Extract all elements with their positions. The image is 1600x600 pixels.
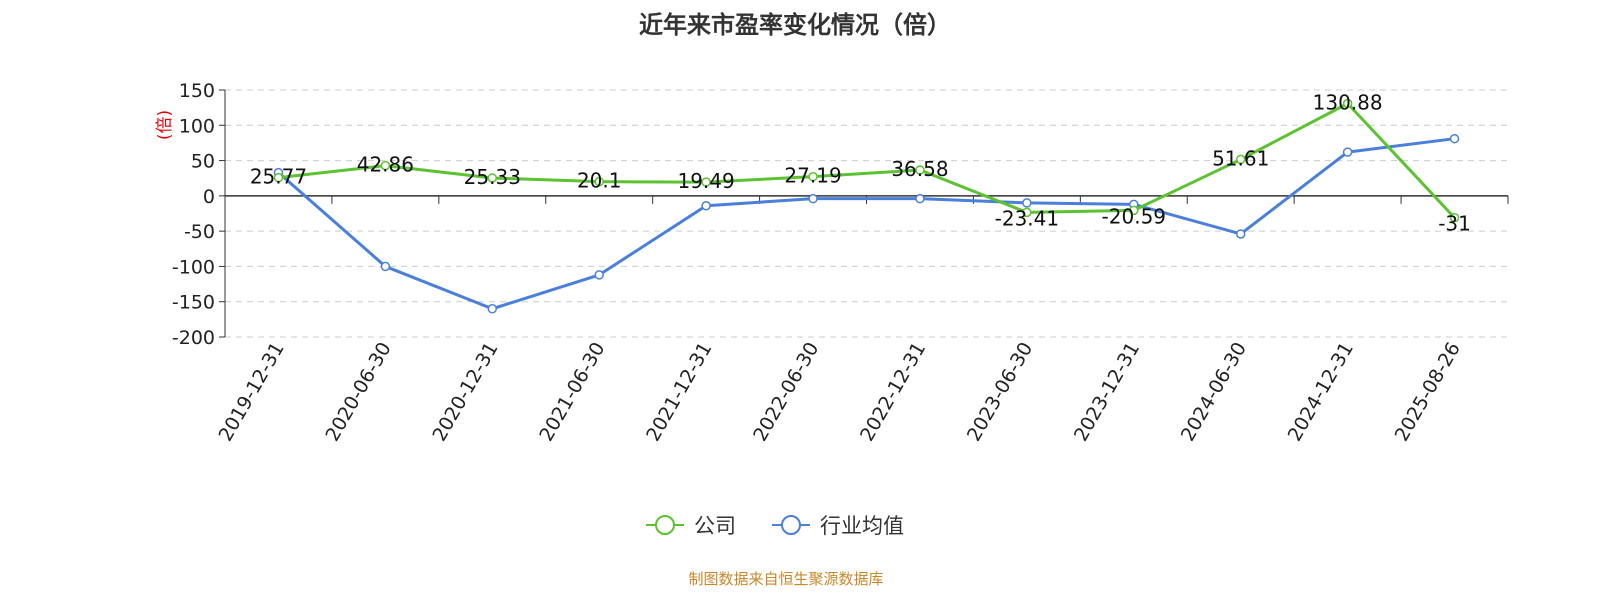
- data-point[interactable]: [594, 270, 604, 280]
- data-point[interactable]: [380, 160, 391, 171]
- legend-label[interactable]: 行业均值: [820, 514, 904, 538]
- data-point[interactable]: [701, 177, 711, 187]
- data-point[interactable]: [1449, 212, 1460, 223]
- legend-swatch-marker[interactable]: [655, 515, 675, 535]
- data-label: 36.58: [891, 157, 948, 181]
- x-tick-label: 2024-06-30: [1177, 339, 1251, 446]
- x-tick-label: 2023-06-30: [963, 339, 1037, 446]
- data-point[interactable]: [808, 171, 818, 182]
- data-point[interactable]: [1342, 147, 1353, 157]
- data-label: 27.19: [784, 164, 841, 188]
- y-tick-label: 100: [179, 115, 215, 137]
- legend-swatch-marker[interactable]: [781, 515, 801, 535]
- x-tick-label: 2021-12-31: [642, 339, 716, 446]
- x-tick-label: 2021-06-30: [535, 339, 609, 446]
- data-point[interactable]: [701, 200, 711, 211]
- data-point[interactable]: [1022, 198, 1032, 208]
- data-label: 19.49: [677, 169, 734, 193]
- data-point[interactable]: [487, 304, 498, 314]
- legend[interactable]: 公司 行业均值: [646, 514, 904, 538]
- grid-lines: [225, 89, 1508, 338]
- data-point[interactable]: [915, 193, 925, 204]
- source-note: 制图数据来自恒生聚源数据库: [688, 570, 883, 588]
- data-point[interactable]: [1342, 98, 1353, 109]
- y-tick-label: 150: [179, 80, 215, 102]
- data-point[interactable]: [1235, 229, 1246, 239]
- legend-label[interactable]: 公司: [694, 514, 736, 538]
- y-tick-label: -50: [184, 221, 215, 243]
- y-axis-unit-label: (倍): [155, 110, 175, 140]
- data-point[interactable]: [1022, 207, 1032, 218]
- data-point[interactable]: [594, 176, 604, 187]
- x-axis-ticks: 2019-12-31 2020-06-30 2020-12-31 2021-06-30…: [215, 195, 1509, 446]
- y-tick-label: -150: [172, 292, 215, 314]
- y-tick-label: -100: [172, 256, 215, 278]
- data-point[interactable]: [380, 261, 391, 272]
- data-point[interactable]: [915, 165, 925, 175]
- data-point[interactable]: [1129, 205, 1139, 216]
- x-tick-label: 2022-12-31: [856, 338, 930, 445]
- data-label: 25.33: [464, 165, 521, 189]
- data-label: -20.59: [1102, 204, 1166, 228]
- x-tick-label: 2025-08-26: [1391, 339, 1465, 446]
- data-point[interactable]: [273, 172, 284, 183]
- x-tick-label: 2020-06-30: [321, 339, 395, 446]
- x-tick-label: 2022-06-30: [749, 339, 823, 446]
- y-tick-label: -200: [172, 327, 215, 349]
- y-tick-label: 50: [191, 151, 215, 173]
- y-tick-label: 0: [203, 186, 215, 208]
- data-label: 51.61: [1212, 146, 1269, 170]
- series-lines: [273, 98, 1460, 314]
- x-tick-label: 2020-12-31: [428, 338, 502, 445]
- series-line-1: [277, 137, 1455, 311]
- data-labels: 25.77 42.86 25.33 20.1 19.49 27.19 36.58 -23.41…: [250, 90, 1471, 235]
- data-label: 20.1: [577, 169, 622, 193]
- series-line-0: [278, 101, 1456, 219]
- x-tick-label: 2023-12-31: [1070, 339, 1144, 446]
- data-point[interactable]: [1449, 133, 1460, 144]
- data-point[interactable]: [487, 173, 498, 183]
- y-axis-ticks: 150 100 50 0 -50 -100 -150 -200: [172, 80, 225, 349]
- data-point[interactable]: [808, 193, 818, 204]
- data-label: -31: [1438, 212, 1471, 236]
- chart-title: 近年来市盈率变化情况（倍）: [639, 11, 951, 39]
- data-label: 25.77: [250, 165, 307, 189]
- x-tick-label: 2019-12-31: [215, 339, 289, 446]
- data-point[interactable]: [1235, 154, 1246, 165]
- axes: [224, 90, 1508, 337]
- data-label: -23.41: [995, 206, 1059, 230]
- x-tick-label: 2024-12-31: [1284, 339, 1358, 446]
- data-label: 130.88: [1313, 90, 1383, 114]
- data-label: 42.86: [357, 153, 414, 177]
